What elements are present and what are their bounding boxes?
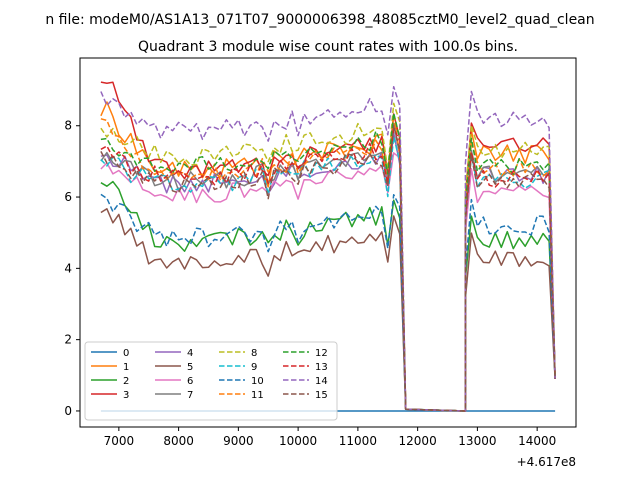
legend-label-1: 1 xyxy=(123,362,129,373)
x-offset-label: +4.617e8 xyxy=(517,455,576,469)
legend-label-12: 12 xyxy=(315,348,328,359)
legend-label-0: 0 xyxy=(123,348,129,359)
chart-suptitle: n file: modeM0/AS1A13_071T07_9000006398_… xyxy=(45,12,594,28)
y-tick-label: 2 xyxy=(64,333,72,347)
legend-label-8: 8 xyxy=(251,348,257,359)
x-tick-label: 9000 xyxy=(223,434,254,448)
chart-title: Quadrant 3 module wise count rates with … xyxy=(138,39,518,55)
x-tick-label: 12000 xyxy=(399,434,437,448)
series-line-6 xyxy=(100,152,556,412)
x-tick-label: 8000 xyxy=(163,434,194,448)
series-line-13 xyxy=(100,127,556,412)
legend-label-14: 14 xyxy=(315,376,328,387)
legend-box xyxy=(84,341,338,421)
x-tick-label: 13000 xyxy=(458,434,496,448)
series-line-4 xyxy=(100,132,556,412)
series-line-14 xyxy=(100,85,556,412)
y-tick-label: 8 xyxy=(64,119,72,133)
x-tick-label: 7000 xyxy=(104,434,135,448)
legend-label-13: 13 xyxy=(315,362,328,373)
axis-layer: 7000 8000 9000 10000 11000 12000 13000 14000 0 2 4… xyxy=(64,119,556,448)
y-tick-label: 6 xyxy=(64,190,72,204)
legend-label-9: 9 xyxy=(251,362,257,373)
legend-label-6: 6 xyxy=(187,376,193,387)
y-tick-label: 0 xyxy=(64,404,72,418)
x-tick-label: 10000 xyxy=(279,434,317,448)
legend-label-3: 3 xyxy=(123,390,129,401)
series-layer xyxy=(100,81,556,412)
x-tick-label: 14000 xyxy=(518,434,556,448)
legend-label-2: 2 xyxy=(123,376,129,387)
series-line-5 xyxy=(100,208,556,412)
series-line-12 xyxy=(100,112,556,412)
series-line-11 xyxy=(100,114,556,412)
plot-frame xyxy=(79,57,577,428)
legend-label-4: 4 xyxy=(187,348,193,359)
legend-label-7: 7 xyxy=(187,390,193,401)
legend-label-5: 5 xyxy=(187,362,193,373)
y-tick-label: 4 xyxy=(64,261,72,275)
series-line-15 xyxy=(100,124,556,412)
series-line-9 xyxy=(100,135,556,412)
series-line-2 xyxy=(100,180,556,412)
legend-label-11: 11 xyxy=(251,390,264,401)
x-tick-label: 11000 xyxy=(339,434,377,448)
series-line-10 xyxy=(100,193,556,412)
legend-label-15: 15 xyxy=(315,390,328,401)
series-line-8 xyxy=(100,102,556,412)
legend-label-10: 10 xyxy=(251,376,264,387)
